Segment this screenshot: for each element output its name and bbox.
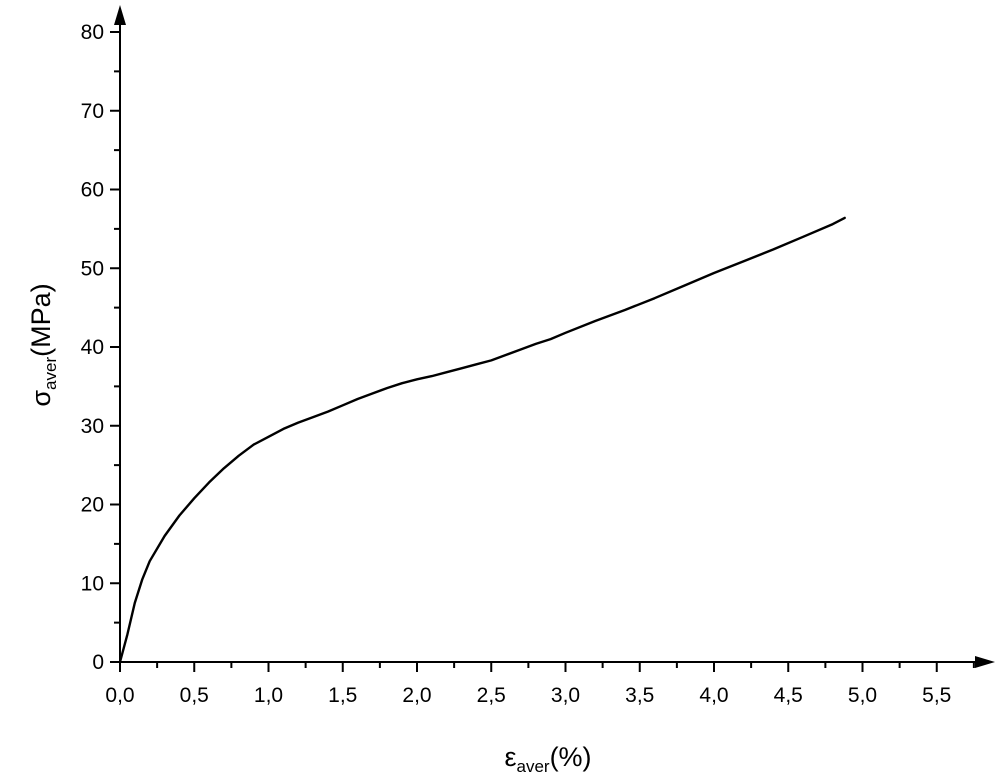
y-axis-arrow-icon	[114, 5, 126, 25]
x-axis-arrow-icon	[975, 656, 995, 668]
x-tick-label: 3,5	[625, 684, 654, 707]
y-tick-label: 40	[81, 336, 104, 359]
series-line	[118, 216, 846, 664]
y-axis-symbol: σ	[26, 390, 56, 407]
x-tick-label: 4,0	[699, 684, 728, 707]
x-tick-label: 5,0	[848, 684, 877, 707]
x-ticks: 0,0 0,5 1,0 1,5 2,0 2,5 3,0 3,5 4,0 4,5 5,0 5,5	[105, 662, 975, 707]
x-tick-label: 2,0	[402, 684, 431, 707]
x-tick-label: 0,5	[180, 684, 209, 707]
x-axis-unit: (%)	[550, 742, 592, 772]
x-tick-label: 3,0	[551, 684, 580, 707]
x-tick-label: 1,0	[254, 684, 283, 707]
y-axis-unit: (MPa)	[26, 283, 56, 357]
y-axis-title: σaver(MPa)	[26, 283, 60, 406]
y-axis-subscript: aver	[41, 357, 60, 390]
x-axis-title: εaver(%)	[504, 742, 591, 776]
y-ticks: 0 10 20 30 40 50 60 70 80	[81, 21, 120, 674]
x-tick-label: 2,5	[477, 684, 506, 707]
x-axis-subscript: aver	[516, 757, 549, 776]
x-tick-label: 5,5	[922, 684, 951, 707]
y-tick-label: 60	[81, 179, 104, 202]
y-tick-label: 30	[81, 415, 104, 438]
y-tick-label: 70	[81, 100, 104, 123]
x-tick-label: 0,0	[105, 684, 134, 707]
y-tick-label: 20	[81, 494, 104, 517]
x-tick-label: 4,5	[774, 684, 803, 707]
y-tick-label: 80	[81, 21, 104, 44]
x-tick-label: 1,5	[328, 684, 357, 707]
y-tick-label: 0	[92, 651, 104, 674]
axes	[114, 5, 995, 668]
y-tick-label: 10	[81, 572, 104, 595]
x-axis-symbol: ε	[504, 742, 516, 772]
y-tick-label: 50	[81, 257, 104, 280]
